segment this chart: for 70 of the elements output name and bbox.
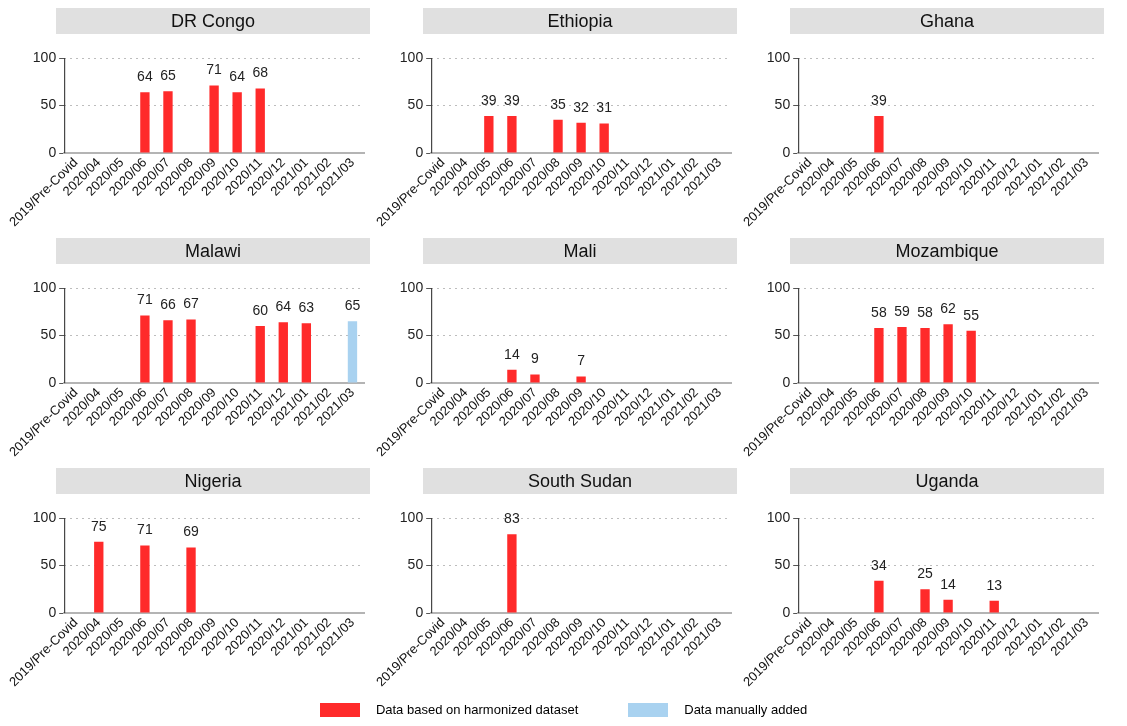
bar: [507, 369, 517, 383]
bar: [989, 600, 999, 613]
data-label: 68: [252, 64, 269, 81]
data-label: 39: [481, 91, 497, 108]
y-tick-label: 0: [415, 143, 424, 160]
data-label: 71: [137, 291, 153, 308]
bar: [576, 376, 586, 383]
data-label: 58: [917, 303, 934, 320]
y-tick-label: 50: [407, 96, 424, 113]
data-label: 58: [871, 303, 887, 320]
y-tick-label: 50: [774, 556, 791, 573]
data-label: 75: [90, 517, 107, 534]
y-tick-label: 50: [40, 96, 57, 113]
y-tick-label: 100: [399, 508, 424, 525]
bar: [943, 599, 953, 613]
data-label: 83: [504, 510, 520, 527]
data-label: 13: [986, 576, 1003, 593]
y-tick-label: 0: [48, 603, 57, 620]
y-tick-label: 100: [766, 508, 791, 525]
data-label: 55: [963, 306, 980, 323]
data-label: 67: [183, 295, 200, 312]
y-tick-label: 100: [32, 278, 57, 295]
data-label: 59: [894, 302, 910, 319]
y-tick-label: 0: [415, 603, 424, 620]
y-tick-label: 50: [40, 326, 57, 343]
y-tick-label: 0: [782, 143, 791, 160]
data-label: 63: [298, 299, 315, 316]
y-tick-label: 0: [782, 603, 791, 620]
data-label: 9: [531, 350, 540, 367]
y-tick-label: 50: [774, 326, 791, 343]
y-tick-label: 50: [774, 96, 791, 113]
data-label: 66: [160, 296, 176, 313]
legend-label: Data manually added: [684, 702, 808, 717]
data-label: 25: [917, 565, 934, 582]
y-tick-label: 50: [40, 556, 57, 573]
bar: [920, 589, 930, 613]
y-tick-label: 100: [399, 48, 424, 65]
data-label: 39: [504, 91, 520, 108]
data-label: 34: [871, 556, 887, 573]
y-tick-label: 0: [415, 373, 424, 390]
data-label: 69: [183, 523, 200, 540]
y-tick-label: 100: [766, 48, 791, 65]
y-tick-label: 100: [32, 508, 57, 525]
y-tick-label: 50: [407, 556, 424, 573]
bar: [874, 580, 884, 613]
legend-label: Data based on harmonized dataset: [375, 702, 579, 717]
data-label: 71: [137, 521, 153, 538]
data-label: 7: [577, 352, 586, 369]
y-tick-label: 0: [782, 373, 791, 390]
data-label: 65: [344, 297, 361, 314]
y-tick-label: 0: [48, 373, 57, 390]
data-label: 14: [504, 345, 520, 362]
y-tick-label: 100: [32, 48, 57, 65]
data-label: 64: [275, 298, 292, 315]
y-tick-label: 0: [48, 143, 57, 160]
data-label: 60: [252, 301, 269, 318]
data-label: 14: [940, 575, 957, 592]
y-tick-label: 50: [407, 326, 424, 343]
data-label: 35: [550, 95, 567, 112]
bar: [530, 374, 540, 383]
data-label: 32: [573, 98, 590, 115]
y-tick-label: 100: [766, 278, 791, 295]
data-label: 71: [206, 61, 223, 78]
data-label: 31: [596, 99, 613, 116]
data-label: 64: [137, 68, 153, 85]
data-label: 65: [160, 67, 176, 84]
data-label: 64: [229, 68, 246, 85]
data-label: 39: [871, 91, 887, 108]
y-tick-label: 100: [399, 278, 424, 295]
data-label: 62: [940, 300, 957, 316]
